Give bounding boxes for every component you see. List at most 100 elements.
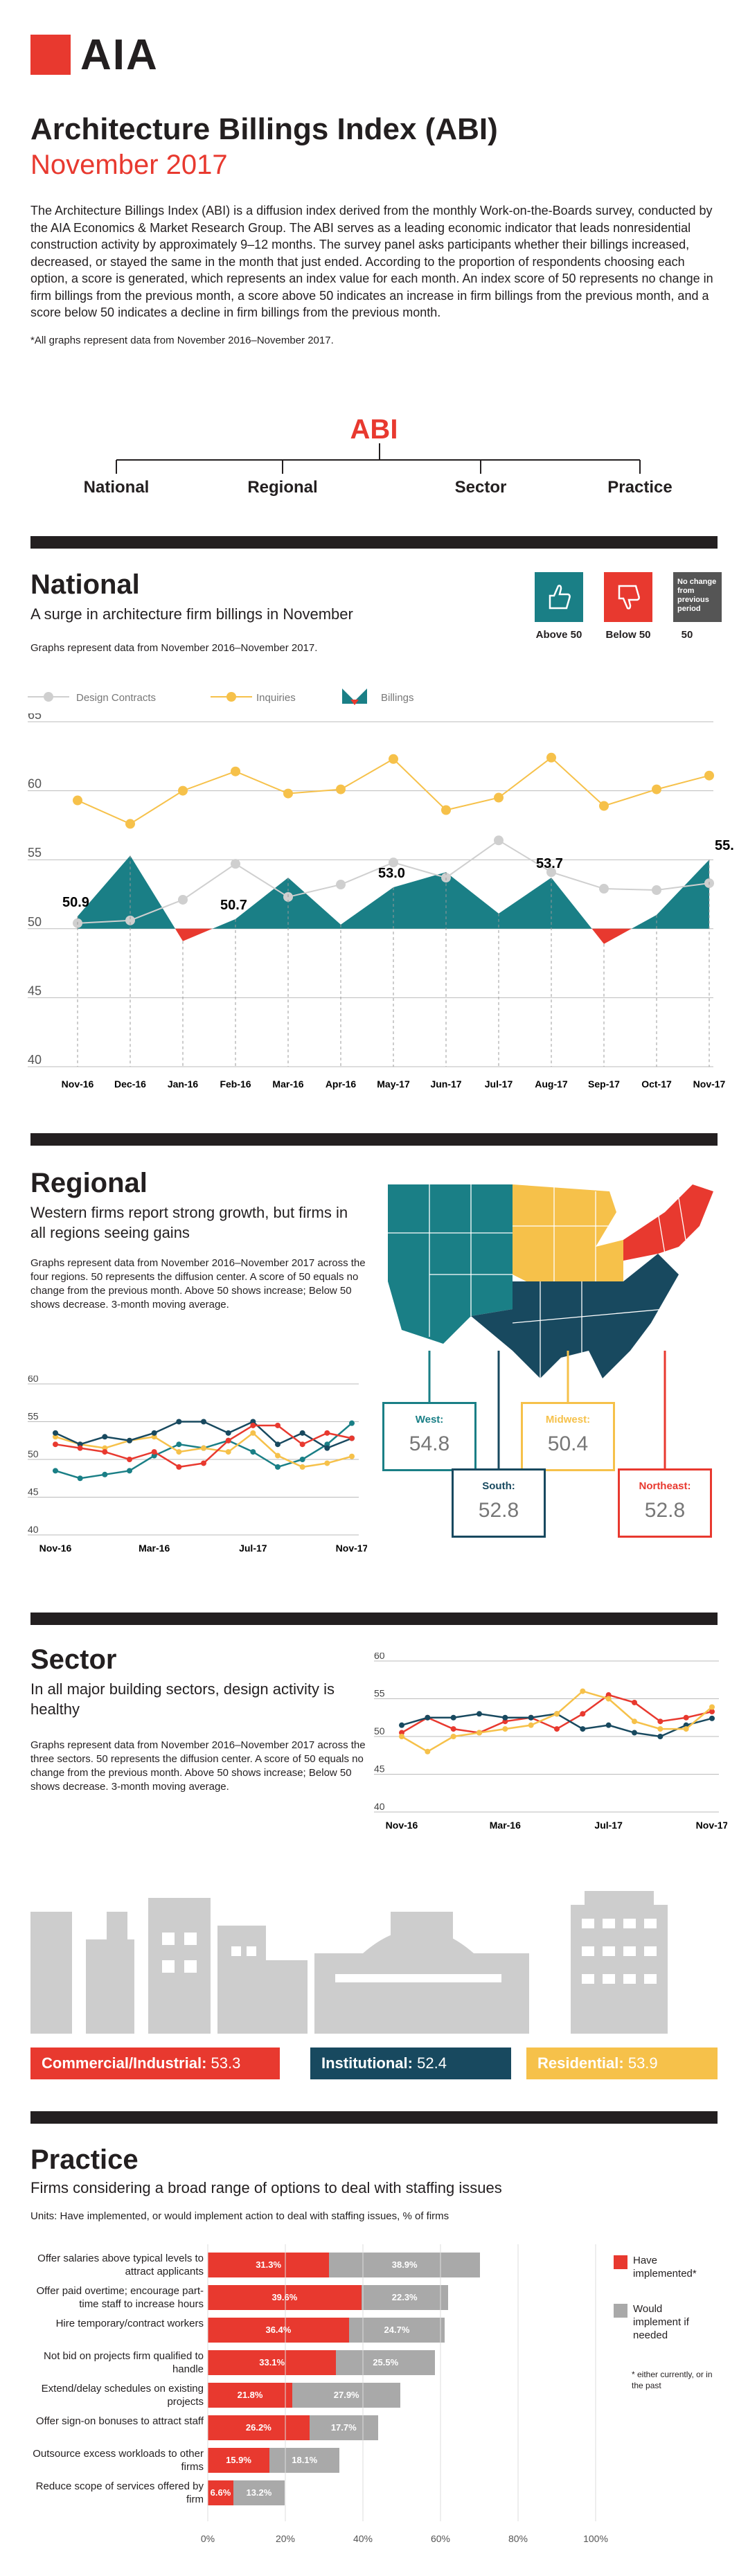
abi-tree-lines bbox=[116, 443, 641, 474]
regional-subtitle: Western firms report strong growth, but … bbox=[30, 1204, 348, 1241]
x-tick-label: 0% bbox=[201, 2533, 215, 2544]
billings-area bbox=[631, 914, 657, 929]
billings-area bbox=[212, 918, 235, 929]
series-point bbox=[709, 1715, 715, 1721]
series-point bbox=[580, 1726, 586, 1732]
series-point bbox=[151, 1430, 157, 1436]
series-point bbox=[53, 1430, 58, 1436]
x-tick-label: Oct-17 bbox=[641, 1078, 672, 1090]
series-point bbox=[324, 1460, 330, 1466]
series-point bbox=[201, 1445, 206, 1451]
series-point bbox=[657, 1726, 664, 1732]
series-point bbox=[554, 1711, 560, 1717]
intro-text: The Architecture Billings Index (ABI) is… bbox=[30, 204, 713, 319]
series-point bbox=[709, 1704, 715, 1710]
series-point bbox=[657, 1718, 664, 1725]
x-tick-label: Jul-17 bbox=[594, 1820, 623, 1831]
point-design-contracts bbox=[389, 858, 398, 868]
series-point bbox=[151, 1449, 157, 1455]
point-inquiries bbox=[231, 766, 240, 776]
series-point bbox=[275, 1422, 280, 1428]
legend-would-label: Would implement if needed bbox=[633, 2303, 689, 2341]
series-point bbox=[477, 1711, 482, 1717]
region-connectors bbox=[428, 1351, 666, 1468]
series-point bbox=[299, 1464, 305, 1470]
series-point bbox=[77, 1445, 83, 1451]
institutional-value: 52.4 bbox=[417, 2054, 447, 2072]
sector-bar-residential: Residential: 53.9 bbox=[526, 2048, 718, 2079]
practice-units: Units: Have implemented, or would implem… bbox=[30, 2210, 449, 2222]
tree-regional: Regional bbox=[247, 478, 318, 497]
practice-title: Practice bbox=[30, 2144, 139, 2175]
regional-chart: 40 45 50 55 60 Nov-16 Mar-16 Jul-17 Nov-17 bbox=[28, 1376, 367, 1554]
series-point bbox=[102, 1471, 108, 1477]
legend-above-box bbox=[535, 572, 583, 622]
building-illustrations bbox=[30, 1891, 668, 2034]
national-subtitle: A surge in architecture firm billings in… bbox=[30, 605, 353, 623]
series-point bbox=[176, 1419, 182, 1425]
point-design-contracts bbox=[231, 859, 240, 869]
legend-below-label: Below 50 bbox=[605, 629, 651, 641]
practice-bar-would: 25.5% bbox=[336, 2350, 436, 2375]
billings-area bbox=[235, 878, 288, 929]
region-card-northeast: Northeast: 52.8 bbox=[618, 1468, 712, 1538]
y-tick-label: 50 bbox=[28, 915, 42, 929]
page-subtitle: November 2017 bbox=[30, 150, 228, 180]
series-point bbox=[250, 1449, 256, 1455]
series-point bbox=[324, 1445, 330, 1451]
x-tick-label: Dec-16 bbox=[114, 1078, 146, 1090]
series-point bbox=[176, 1464, 182, 1470]
legend-have-label: Have implemented* bbox=[633, 2255, 697, 2280]
series-point bbox=[53, 1441, 58, 1448]
practice-bar-have: 26.2% bbox=[208, 2415, 310, 2440]
regional-title: Regional bbox=[30, 1168, 148, 1198]
practice-category-label: Outsource excess workloads to other firm… bbox=[33, 2448, 204, 2473]
series-point bbox=[250, 1430, 256, 1436]
point-inquiries bbox=[599, 801, 609, 811]
factory-icon bbox=[30, 1898, 308, 2034]
billings-area bbox=[657, 860, 709, 929]
billings-area bbox=[78, 855, 130, 929]
sector-subtitle: In all major building sectors, design ac… bbox=[30, 1680, 335, 1718]
billings-area bbox=[341, 887, 393, 929]
series-point bbox=[399, 1722, 404, 1728]
commercial-label: Commercial/Industrial: bbox=[42, 2054, 207, 2072]
series-point bbox=[502, 1726, 508, 1732]
series-point bbox=[580, 1711, 586, 1717]
series-point bbox=[201, 1419, 206, 1425]
billings-area bbox=[393, 872, 446, 929]
legend-would-swatch bbox=[614, 2304, 627, 2318]
point-design-contracts bbox=[599, 884, 609, 894]
y-tick-label: 40 bbox=[28, 1524, 39, 1535]
series-point bbox=[605, 1696, 612, 1702]
sector-bar-commercial: Commercial/Industrial: 53.3 bbox=[30, 2048, 280, 2079]
billings-area bbox=[175, 928, 183, 941]
practice-bar-would: 27.9% bbox=[292, 2383, 401, 2408]
series-point bbox=[102, 1449, 108, 1455]
y-tick-label: 60 bbox=[374, 1653, 385, 1661]
y-tick-label: 45 bbox=[374, 1764, 385, 1775]
y-tick-label: 50 bbox=[374, 1725, 385, 1736]
x-tick-label: 80% bbox=[508, 2533, 528, 2544]
midwest-label: Midwest: bbox=[545, 1414, 591, 1425]
point-design-contracts bbox=[652, 885, 661, 896]
sector-bar-institutional: Institutional: 52.4 bbox=[310, 2048, 511, 2079]
series-point bbox=[349, 1435, 355, 1441]
legend-above-label: Above 50 bbox=[535, 629, 582, 641]
series-point bbox=[225, 1449, 231, 1455]
practice-bar-would: 24.7% bbox=[348, 2318, 445, 2343]
series-point bbox=[580, 1688, 586, 1694]
south-label: South: bbox=[482, 1480, 515, 1492]
y-tick-label: 40 bbox=[28, 1053, 42, 1067]
legend-inquiries-text: Inquiries bbox=[256, 692, 296, 704]
billings-data-label: 50.9 bbox=[62, 895, 89, 910]
commercial-value: 53.3 bbox=[211, 2054, 241, 2072]
x-tick-label: Nov-17 bbox=[696, 1820, 727, 1831]
point-design-contracts bbox=[125, 915, 135, 925]
series-point bbox=[425, 1714, 431, 1721]
series-point bbox=[709, 1709, 715, 1715]
series-point bbox=[349, 1420, 355, 1426]
series-point bbox=[299, 1441, 305, 1448]
x-tick-label: Nov-16 bbox=[39, 1543, 72, 1554]
residential-label: Residential: bbox=[537, 2054, 624, 2072]
